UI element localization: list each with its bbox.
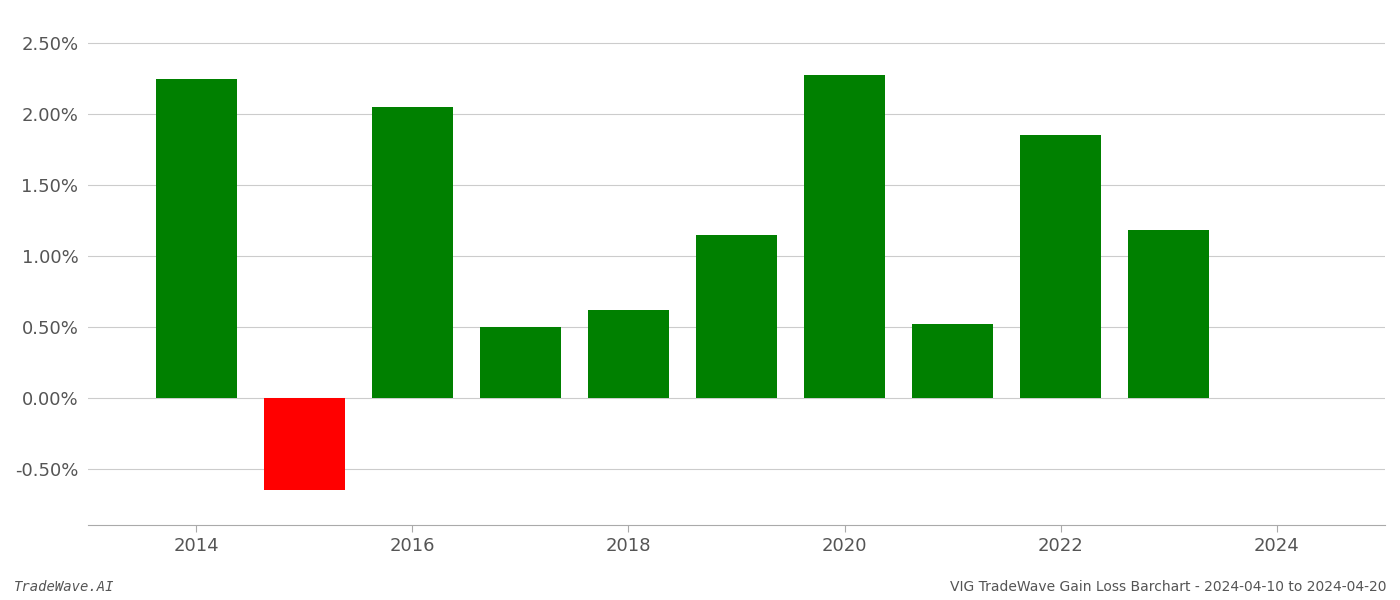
Text: VIG TradeWave Gain Loss Barchart - 2024-04-10 to 2024-04-20: VIG TradeWave Gain Loss Barchart - 2024-… <box>949 580 1386 594</box>
Bar <box>155 79 237 398</box>
Bar <box>588 310 669 398</box>
Bar <box>696 235 777 398</box>
Bar <box>480 327 561 398</box>
Bar <box>372 107 452 398</box>
Bar <box>1128 230 1210 398</box>
Bar <box>913 324 993 398</box>
Bar <box>263 398 344 490</box>
Text: TradeWave.AI: TradeWave.AI <box>14 580 115 594</box>
Bar <box>804 74 885 398</box>
Bar <box>1021 136 1102 398</box>
